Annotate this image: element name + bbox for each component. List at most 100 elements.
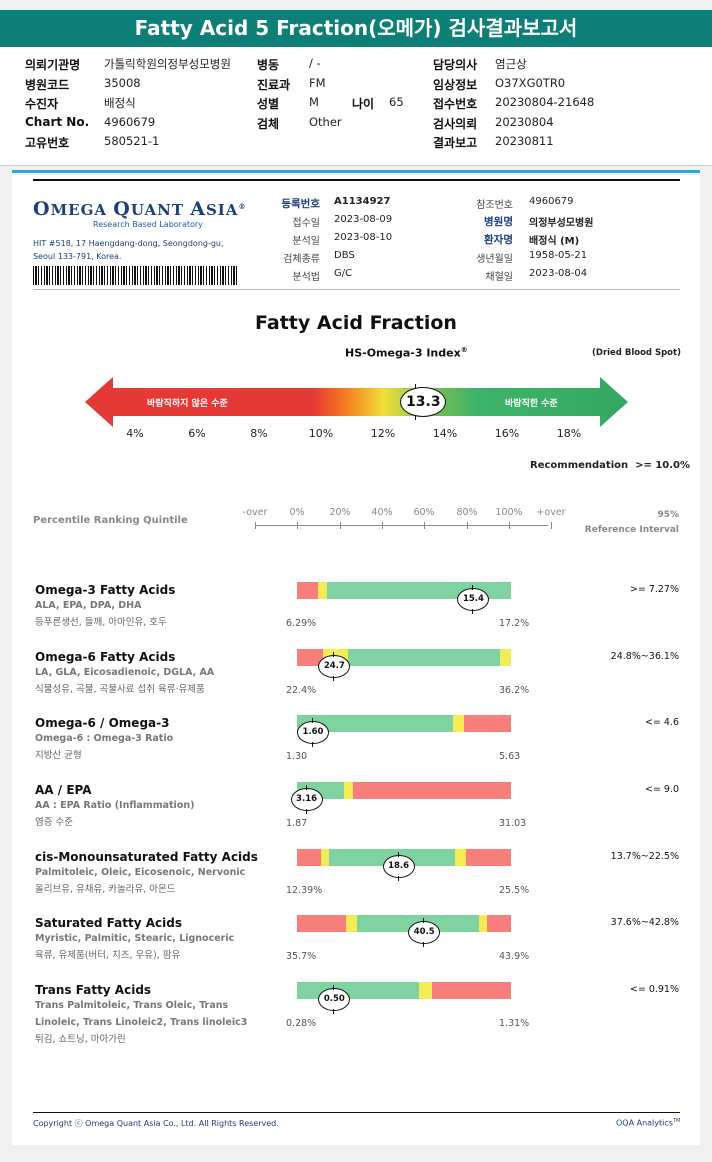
- bar-segment-grn: [297, 982, 419, 999]
- sample-type: (Dried Blood Spot): [592, 348, 681, 358]
- reference-interval: >= 7.27%: [629, 584, 679, 595]
- range-max: 1.31%: [499, 1018, 530, 1029]
- index-tick-label: 14%: [432, 427, 458, 440]
- quintile-axis-tick: [382, 522, 383, 529]
- quintile-axis-label: 40%: [371, 507, 393, 518]
- result-value-marker: 40.5: [408, 918, 441, 947]
- index-title: HS-Omega-3 Index®: [345, 346, 468, 360]
- quintile-axis-tick: [340, 522, 341, 529]
- range-min: 1.87: [286, 818, 308, 829]
- range-min: 12.39%: [286, 885, 323, 896]
- quintile-axis-tick: [509, 522, 510, 529]
- range-max: 25.5%: [499, 885, 530, 896]
- range-min: 22.4%: [286, 685, 317, 696]
- meta-value: 2023-08-04: [529, 268, 588, 279]
- range-min: 0.28%: [286, 1018, 317, 1029]
- meta-value: 4960679: [529, 196, 574, 207]
- range-max: 43.9%: [499, 951, 530, 962]
- bar-segment-red: [466, 849, 511, 866]
- quintile-axis-label: 0%: [289, 507, 305, 518]
- range-max: 31.03: [499, 818, 527, 829]
- meta-value: 1958-05-21: [529, 250, 588, 261]
- range-min: 35.7%: [286, 951, 317, 962]
- result-value-marker: 3.16: [290, 785, 323, 814]
- quintile-axis-label: +over: [536, 507, 566, 518]
- recommendation: Recommendation >= 10.0%: [530, 460, 691, 471]
- fatty-acid-title: Saturated Fatty Acids: [35, 916, 182, 930]
- info-label: 고유번호: [25, 136, 70, 150]
- bar-segment-yel: [500, 649, 511, 666]
- bad-level-label: 바람직하지 않은 수준: [147, 399, 228, 409]
- index-tick-label: 6%: [188, 427, 206, 440]
- brand-mark: OQA AnalyticsTM: [616, 1118, 681, 1128]
- patient-info-panel: [0, 47, 712, 165]
- bar-segment-red: [297, 849, 321, 866]
- lab-logo: OMEGA QUANT ASIA®: [33, 198, 247, 220]
- meta-label: 검체종류: [283, 254, 320, 265]
- info-label: 접수번호: [433, 97, 478, 111]
- quintile-axis-tick: [551, 522, 552, 529]
- range-max: 17.2%: [499, 618, 530, 629]
- meta-value: 2023-08-10: [334, 232, 393, 243]
- bar-segment-yel: [346, 915, 357, 932]
- result-value-marker: 0.50: [318, 985, 351, 1014]
- info-value: FM: [309, 76, 326, 90]
- lab-address: HIT #518, 17 Haengdang-dong, Seongdong-g…: [33, 239, 224, 261]
- bar-segment-red: [431, 982, 511, 999]
- bar-segment-yel: [344, 782, 353, 799]
- meta-label: 병원명: [484, 216, 513, 228]
- info-label: 병원코드: [25, 78, 70, 92]
- info-value: 염근상: [495, 57, 527, 71]
- fatty-acid-title: Omega-6 Fatty Acids: [35, 650, 176, 664]
- fatty-acid-title: Omega-6 / Omega-3: [35, 716, 170, 730]
- info-divider: [0, 165, 712, 166]
- reference-interval: 37.6%~42.8%: [610, 917, 679, 928]
- info-label: 성별: [257, 97, 280, 111]
- quintile-axis-tick: [424, 522, 425, 529]
- info-value: O37XG0TR0: [495, 76, 566, 90]
- result-bar: [297, 715, 511, 732]
- info-value: Other: [309, 115, 342, 129]
- info-value: 20230811: [495, 134, 554, 148]
- meta-divider: [33, 289, 680, 290]
- age-value: 65: [389, 95, 404, 109]
- result-value-marker: 15.4: [457, 585, 490, 614]
- fatty-acid-components: Omega-6 : Omega-3 Ratio: [35, 733, 174, 744]
- info-value: 4960679: [104, 115, 156, 129]
- fatty-acid-components: Trans Palmitoleic, Trans Oleic, Trans: [35, 1000, 229, 1011]
- food-sources: 육류, 유제품(버터, 치즈, 우유), 팜유: [35, 950, 181, 961]
- quintile-axis-label: 20%: [329, 507, 351, 518]
- food-sources: 등푸른생선, 들깨, 아마인유, 호두: [35, 617, 167, 628]
- info-label: 검체: [257, 117, 280, 131]
- meta-label: 환자명: [484, 234, 513, 246]
- food-sources: 염증 수준: [35, 817, 73, 828]
- result-value-marker: 1.60: [296, 718, 329, 747]
- meta-label: 분석일: [292, 236, 320, 247]
- reference-header: 95% Reference Interval: [584, 510, 679, 535]
- footer-rule: [33, 1112, 680, 1113]
- bar-segment-red: [463, 715, 511, 732]
- omega3-index-arrow: [85, 377, 628, 427]
- info-value: 20230804: [495, 115, 554, 129]
- fatty-acid-components: Myristic, Palmitic, Stearic, Lignoceric: [35, 933, 235, 944]
- bar-segment-red: [297, 649, 323, 666]
- info-value: 20230804-21648: [495, 95, 595, 109]
- info-label: 임상정보: [433, 78, 478, 92]
- fatty-acid-components: Linoleic, Trans Linoleic2, Trans linolei…: [35, 1017, 248, 1028]
- fatty-acid-title: Omega-3 Fatty Acids: [35, 583, 176, 597]
- age-label: 나이: [352, 97, 375, 111]
- bar-segment-yel: [418, 982, 432, 999]
- reference-interval: <= 4.6: [644, 717, 679, 728]
- range-min: 6.29%: [286, 618, 317, 629]
- good-level-label: 바람직한 수준: [505, 399, 558, 409]
- bar-segment-grn: [348, 649, 501, 666]
- info-value: 580521-1: [104, 134, 160, 148]
- index-tick-label: 10%: [308, 427, 334, 440]
- info-value: 배정식: [104, 96, 136, 110]
- food-sources: 지방산 균형: [35, 750, 82, 761]
- meta-label: 채혈일: [485, 272, 513, 283]
- copyright: Copyright ⓒ Omega Quant Asia Co., Ltd. A…: [33, 1119, 279, 1128]
- meta-label: 접수일: [292, 218, 320, 229]
- range-min: 1.30: [286, 751, 308, 762]
- lab-tagline: Research Based Laboratory: [93, 220, 203, 229]
